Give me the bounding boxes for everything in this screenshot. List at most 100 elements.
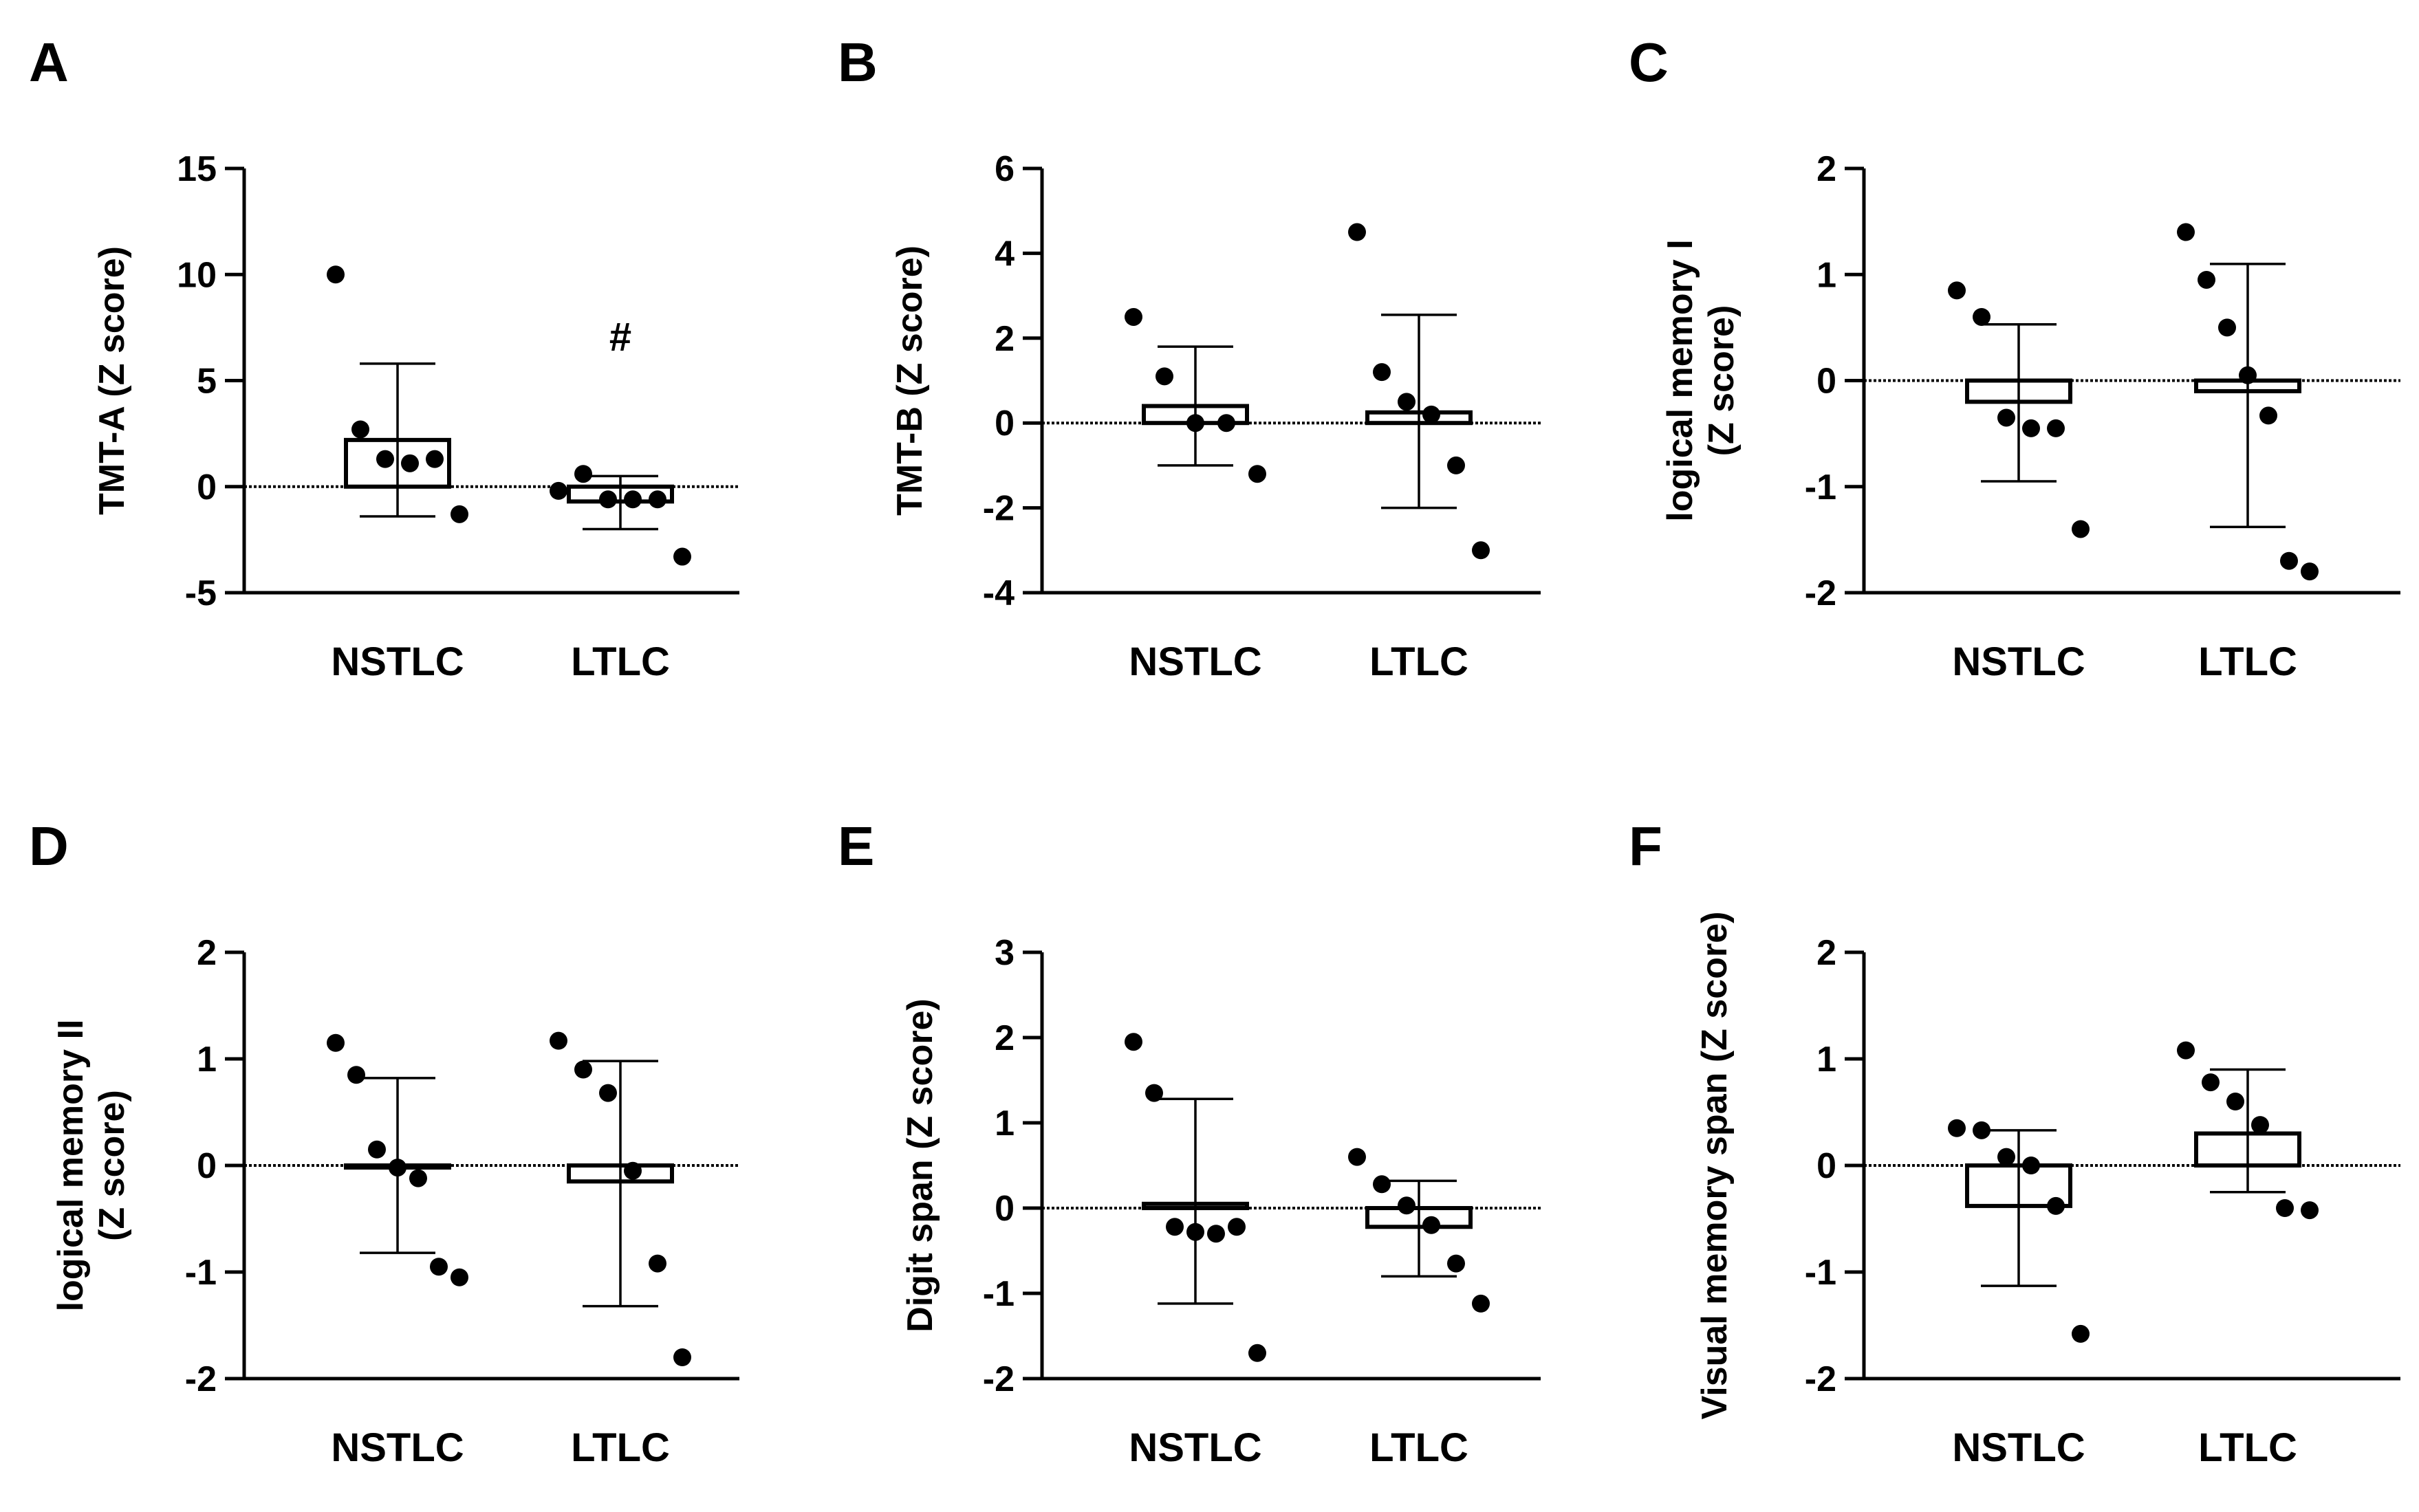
y-axis-label: Visual memory span (Z score) [1695,912,1735,1420]
y-axis-label: TMT-A (Z score) [92,246,132,515]
panel-b: B -4 -2 0 2 4 6 TMT-B (Z score) NSTLC LTLC [838,32,1541,684]
panel-d: D -2 -1 0 1 2 logical memory II (Z score) NSTLC L… [29,815,739,1470]
y-tick-label: 0 [1816,1146,1836,1186]
data-point [599,1084,617,1102]
x-category-label: NSTLC [331,1425,464,1470]
y-tick-label: 6 [995,149,1015,189]
x-category-label: NSTLC [1952,1425,2085,1470]
data-point [1373,1175,1391,1194]
data-point [624,1161,642,1180]
data-point [2259,406,2277,425]
panel-f: F -2 -1 0 1 2 Visual memory span (Z score) NSTL… [1629,815,2400,1470]
x-category-label: NSTLC [1952,639,2085,684]
x-category-label: NSTLC [1129,1425,1261,1470]
data-point [451,505,468,523]
data-point [2198,270,2215,289]
y-tick-label: 1 [1816,255,1836,295]
data-point [2177,223,2195,241]
data-point [1207,1225,1225,1243]
y-tick-label: -4 [983,573,1015,613]
data-point [2072,1324,2090,1343]
panel-letter: E [838,815,874,877]
y-tick-label: -2 [185,1359,217,1399]
data-point [1166,1218,1184,1236]
panel-letter: A [29,32,69,93]
y-tick-label: -5 [185,573,217,613]
panel-letter: B [838,32,878,93]
data-point [2280,551,2298,570]
y-tick-label: 3 [995,933,1015,973]
y-axis-label: TMT-B (Z score) [890,245,930,516]
data-point [1398,393,1415,411]
y-tick-label: -1 [983,1274,1015,1314]
y-tick-label: 4 [995,234,1015,274]
data-point [1373,363,1391,382]
data-point [376,450,394,468]
data-point [401,454,419,472]
y-tick-label: 0 [197,1146,217,1186]
panel-letter: D [29,815,69,877]
data-point [1125,307,1142,326]
data-point [2047,1196,2065,1215]
y-tick-label: -2 [983,1359,1015,1399]
data-point [2226,1093,2244,1110]
data-point [347,1066,365,1084]
data-point [2276,1199,2294,1217]
y-tick-label: 2 [197,933,217,973]
x-category-label: LTLC [2198,1425,2297,1470]
data-point [550,481,567,500]
data-point [1447,456,1465,474]
x-category-label: LTLC [571,639,670,684]
y-tick-label: 2 [995,319,1015,359]
data-point [2301,562,2319,581]
x-category-label: NSTLC [331,639,464,684]
y-tick-label: 0 [995,1189,1015,1229]
data-point [2251,1116,2269,1135]
data-point [1997,408,2015,427]
x-category-label: LTLC [1369,639,1468,684]
data-point [2022,419,2040,437]
y-axis-label: Digit span (Z score) [900,998,940,1332]
data-point [624,490,642,509]
data-point [1948,1119,1966,1137]
y-tick-label: 5 [197,362,217,402]
data-point [327,265,345,284]
data-point [409,1169,427,1187]
y-axis-label: logical memory I [1660,239,1700,521]
data-point [1125,1033,1142,1051]
data-point [1248,1344,1266,1362]
data-point [389,1159,406,1177]
y-tick-label: -1 [1805,468,1836,507]
y-tick-label: 0 [1816,362,1836,402]
data-point [1973,307,1990,326]
panel-a: A -5 0 5 10 15 TMT-A (Z score) NSTLC LTLC # [29,32,739,684]
significance-marker: # [609,315,631,360]
y-tick-label: 2 [995,1018,1015,1058]
data-point [1973,1121,1990,1139]
data-point [1228,1218,1246,1236]
data-point [1156,367,1173,386]
data-point [426,450,444,468]
data-point [1997,1148,2015,1166]
panel-letter: F [1629,815,1662,877]
y-tick-label: 2 [1816,149,1836,189]
data-point [649,490,666,509]
y-axis-label: (Z score) [92,1090,132,1241]
data-point [2301,1201,2319,1220]
x-category-label: NSTLC [1129,639,1261,684]
data-point [1422,405,1440,424]
data-point [327,1033,345,1052]
y-tick-label: -2 [1805,573,1836,613]
data-point [1348,1148,1366,1166]
data-point [1472,1294,1490,1313]
x-category-label: LTLC [1369,1425,1468,1470]
data-point [2218,318,2236,337]
data-point [2072,520,2090,538]
data-point [574,465,592,483]
data-point [1248,465,1266,483]
data-point [2047,419,2065,437]
y-tick-label: 0 [995,404,1015,443]
data-point [1422,1216,1440,1234]
data-point [1145,1084,1163,1102]
